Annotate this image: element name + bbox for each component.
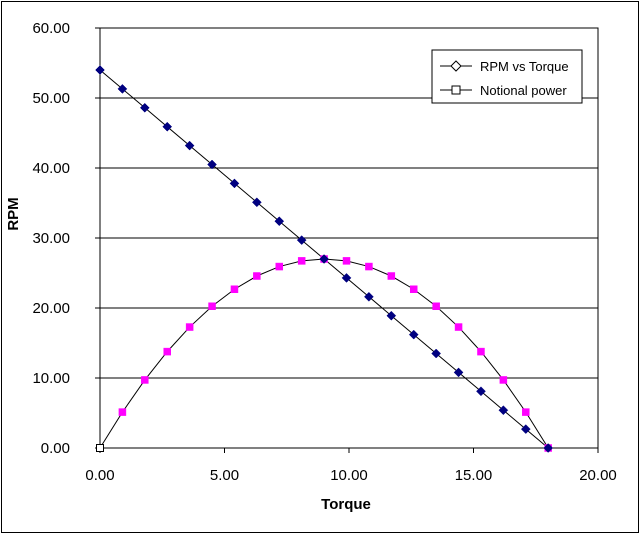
x-tick-label: 15.00 xyxy=(455,467,493,484)
point-power xyxy=(163,347,171,356)
point-power xyxy=(409,285,418,293)
point-power xyxy=(477,347,485,356)
point-power xyxy=(253,272,261,280)
x-tick-label: 0.00 xyxy=(85,467,114,484)
point-power xyxy=(141,376,149,384)
point-power xyxy=(342,257,351,265)
y-tick-label: 10.00 xyxy=(32,370,70,387)
y-axis-title: RPM xyxy=(5,197,22,230)
y-tick-label: 0.00 xyxy=(41,440,70,457)
point-power xyxy=(522,408,530,416)
point-power xyxy=(499,376,508,384)
legend-square-icon xyxy=(451,85,461,95)
axis-ticks: 0.00 10.00 20.00 30.00 40.00 50.00 60.00 0.00 5.… xyxy=(32,20,616,484)
point-rpm xyxy=(520,424,531,434)
x-tick-label: 20.00 xyxy=(579,467,617,484)
point-power xyxy=(297,257,306,265)
x-axis-title: Torque xyxy=(321,496,371,513)
point-rpm xyxy=(296,235,307,245)
point-power xyxy=(365,262,373,271)
legend: RPM vs Torque Notional power xyxy=(431,49,583,104)
point-power xyxy=(275,262,284,271)
x-tick-label: 5.00 xyxy=(210,467,239,484)
point-power xyxy=(432,302,440,310)
legend-label-rpm: RPM vs Torque xyxy=(480,59,569,74)
point-rpm xyxy=(431,348,442,359)
point-power xyxy=(454,323,463,331)
point-rpm xyxy=(476,386,486,397)
point-power xyxy=(185,323,194,331)
point-rpm xyxy=(341,273,352,283)
point-rpm xyxy=(319,254,329,264)
point-rpm xyxy=(364,291,374,302)
point-rpm xyxy=(117,84,128,94)
point-power xyxy=(208,302,216,310)
point-power xyxy=(118,408,127,416)
point-rpm xyxy=(453,367,464,378)
legend-label-power: Notional power xyxy=(480,83,567,98)
point-rpm xyxy=(184,140,195,151)
point-rpm xyxy=(498,405,509,416)
y-tick-label: 20.00 xyxy=(32,300,70,317)
point-power xyxy=(387,272,396,280)
legend-diamond-icon xyxy=(450,60,462,72)
y-tick-label: 50.00 xyxy=(32,90,70,107)
point-rpm xyxy=(408,329,419,340)
point-rpm xyxy=(543,443,554,453)
point-power xyxy=(96,444,104,452)
y-tick-label: 60.00 xyxy=(32,20,70,37)
point-rpm xyxy=(207,159,217,170)
point-rpm xyxy=(252,197,262,208)
point-rpm xyxy=(95,65,105,75)
point-rpm xyxy=(139,102,150,113)
point-rpm xyxy=(274,216,285,227)
y-tick-label: 30.00 xyxy=(32,230,70,247)
point-rpm xyxy=(386,310,397,321)
point-rpm xyxy=(162,121,173,132)
series-layer xyxy=(95,65,554,453)
x-tick-label: 10.00 xyxy=(330,467,368,484)
point-rpm xyxy=(229,178,240,189)
point-power xyxy=(230,285,239,293)
y-tick-label: 40.00 xyxy=(32,160,70,177)
